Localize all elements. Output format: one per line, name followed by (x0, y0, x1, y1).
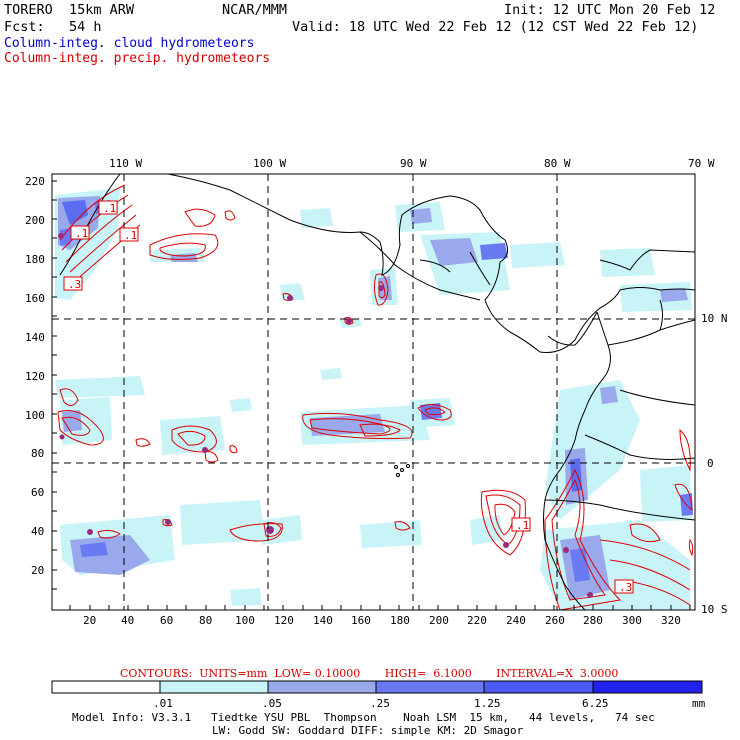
y-tick-200: 200 (25, 214, 45, 227)
contour-label: .3 (619, 581, 633, 594)
lon-label-70w: 70 W (688, 157, 715, 170)
valid-time: Valid: 18 UTC Wed 22 Feb 12 (12 CST Wed … (292, 19, 699, 35)
colorbar-label: 6.25 (582, 697, 609, 710)
x-tick-200: 200 (429, 614, 449, 627)
x-tick-180: 180 (390, 614, 410, 627)
colorbar-label: .01 (153, 697, 173, 710)
contour-label: .1 (103, 202, 117, 215)
x-tick-80: 80 (199, 614, 213, 627)
lat-label-10s: 10 S (701, 603, 728, 616)
lon-label-100w: 100 W (253, 157, 287, 170)
y-tick-100: 100 (25, 409, 45, 422)
contour-label: .1 (516, 519, 530, 532)
x-tick-20: 20 (83, 614, 97, 627)
x-tick-140: 140 (313, 614, 333, 627)
x-tick-320: 320 (661, 614, 681, 627)
colorbar-label: .25 (370, 697, 390, 710)
y-tick-40: 40 (31, 525, 45, 538)
lat-label-0: 0 (707, 457, 714, 470)
model-info-line1: Model Info: V3.3.1 Tiedtke YSU PBL Thomp… (72, 711, 655, 724)
contour-label: .1 (75, 227, 89, 240)
lat-label-10n: 10 N (701, 312, 728, 325)
x-tick-120: 120 (274, 614, 294, 627)
y-tick-60: 60 (31, 486, 45, 499)
x-tick-40: 40 (121, 614, 135, 627)
x-tick-280: 280 (583, 614, 603, 627)
colorbar-label: .05 (262, 697, 282, 710)
precip-hydrometeor-contours (57, 184, 694, 610)
x-tick-240: 240 (506, 614, 526, 627)
x-tick-160: 160 (351, 614, 371, 627)
model-title: TORERO 15km ARW (4, 2, 135, 18)
colorbar (51, 680, 703, 694)
center-name: NCAR/MMM (222, 2, 288, 18)
y-tick-120: 120 (25, 370, 45, 383)
contour-label: .3 (68, 278, 82, 291)
precip-cores (58, 233, 593, 598)
forecast-hour: Fcst: 54 h (4, 19, 102, 35)
colorbar-label: 1.25 (474, 697, 501, 710)
x-tick-60: 60 (160, 614, 174, 627)
lon-label-80w: 80 W (544, 157, 571, 170)
contour-label-boxes (63, 200, 634, 594)
colorbar-unit: mm (692, 697, 706, 710)
legend-precip: Column-integ. precip. hydrometeors (4, 51, 271, 66)
contours-note: CONTOURS: UNITS=mm LOW= 0.10000 HIGH= 6.… (120, 667, 619, 680)
y-tick-180: 180 (25, 253, 45, 266)
map-frame (51, 173, 696, 611)
init-time: Init: 12 UTC Mon 20 Feb 12 (504, 2, 716, 18)
y-tick-140: 140 (25, 331, 45, 344)
y-tick-220: 220 (25, 175, 45, 188)
legend-cloud: Column-integ. cloud hydrometeors (4, 36, 255, 51)
y-tick-160: 160 (25, 292, 45, 305)
y-tick-80: 80 (31, 447, 45, 460)
coastlines (59, 174, 695, 610)
contour-label: .1 (124, 229, 138, 242)
x-tick-300: 300 (622, 614, 642, 627)
lon-label-90w: 90 W (400, 157, 427, 170)
x-tick-260: 260 (545, 614, 565, 627)
x-tick-220: 220 (467, 614, 487, 627)
model-info-line2: LW: Godd SW: Goddard DIFF: simple KM: 2D… (212, 724, 524, 737)
axis-ticks (52, 180, 691, 610)
x-tick-100: 100 (235, 614, 255, 627)
y-tick-20: 20 (31, 564, 45, 577)
lon-label-110w: 110 W (109, 157, 143, 170)
graticule (52, 174, 695, 610)
